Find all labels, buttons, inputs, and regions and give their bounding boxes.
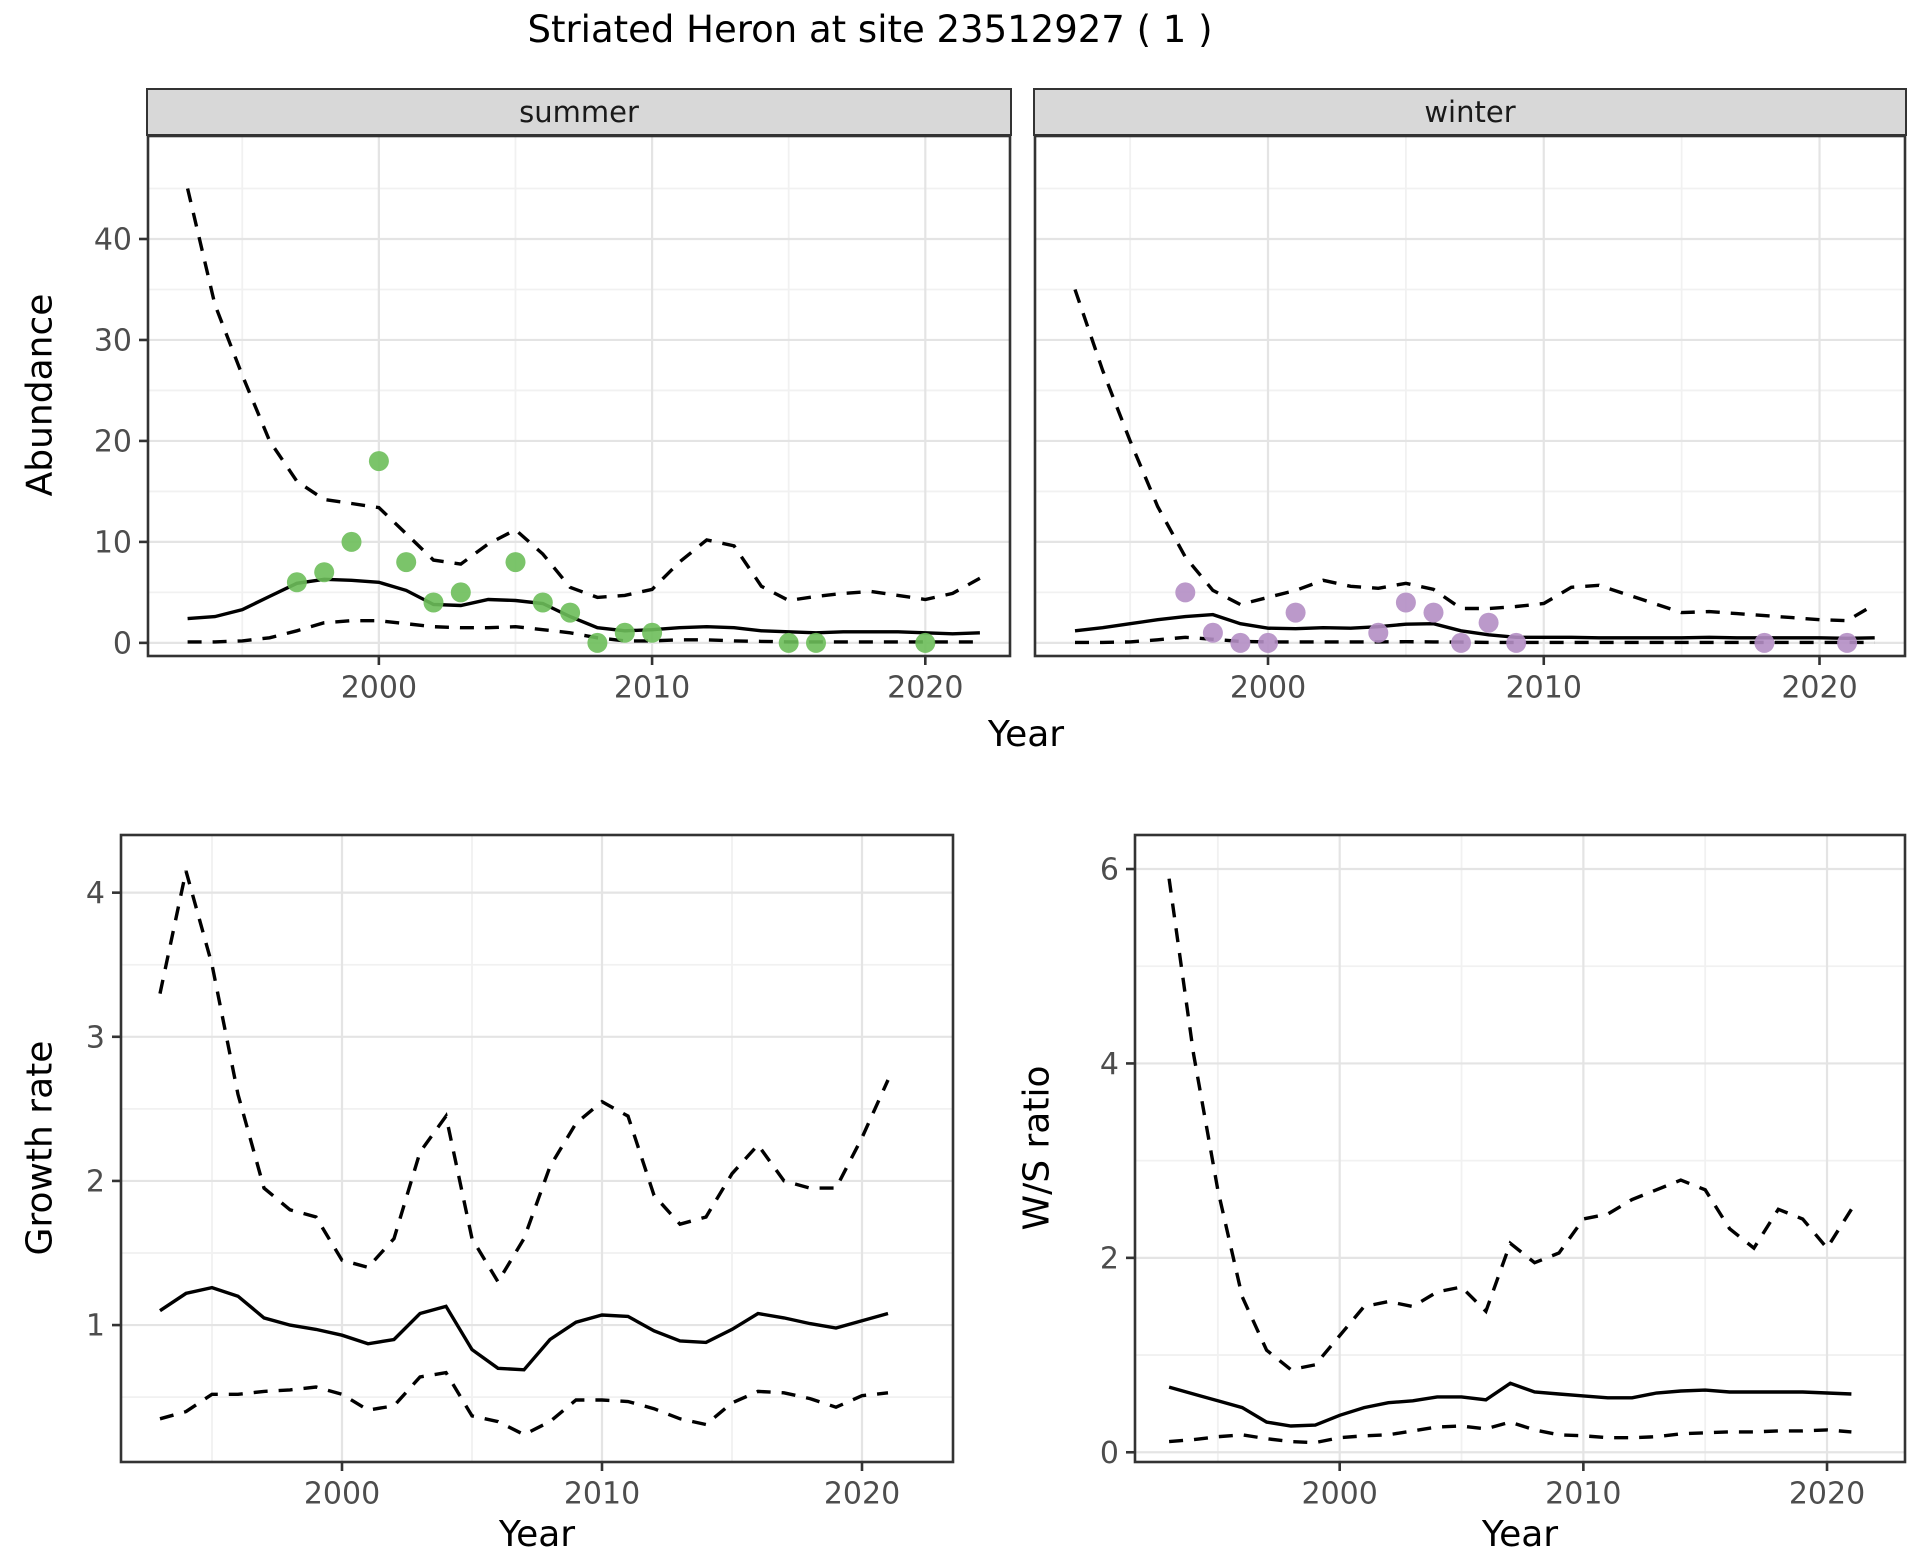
abundance-axis-title: Abundance bbox=[19, 293, 61, 497]
data-point bbox=[1258, 632, 1278, 653]
x-tick-label: 2020 bbox=[887, 671, 963, 706]
data-point bbox=[1754, 632, 1775, 653]
facet-strip-winter-label: winter bbox=[1424, 95, 1516, 129]
x-tick-label: 2010 bbox=[1545, 1477, 1621, 1512]
x-tick-label: 2020 bbox=[824, 1477, 900, 1512]
ws_ratio-median-line bbox=[1168, 1381, 1852, 1428]
abundance_winter-points bbox=[1175, 582, 1858, 653]
data-point bbox=[1506, 632, 1527, 653]
facet-strip-summer: summer bbox=[146, 88, 1012, 136]
growth_rate-upper_ci-line bbox=[158, 870, 890, 1286]
data-point bbox=[1423, 602, 1444, 623]
facet-strip-summer-label: summer bbox=[519, 95, 639, 129]
data-point bbox=[532, 592, 553, 613]
growth-rate-axis-title: Growth rate bbox=[19, 1040, 61, 1256]
y-tick-label: 3 bbox=[86, 1020, 105, 1055]
data-point bbox=[642, 622, 663, 643]
x-tick-label: 2000 bbox=[1230, 671, 1306, 706]
x-tick-label: 2000 bbox=[341, 671, 417, 706]
abundance_summer-panel: 2000 2010 2020 0 10 20 30 40 bbox=[94, 134, 1012, 706]
y-tick-label: 40 bbox=[94, 222, 132, 257]
data-point bbox=[368, 451, 389, 472]
data-point bbox=[1285, 602, 1306, 623]
data-point bbox=[1368, 622, 1389, 643]
x-tick-label: 2000 bbox=[304, 1477, 380, 1512]
y-tick-label: 20 bbox=[94, 424, 132, 459]
abundance_winter-panel: 2000 2010 2020 bbox=[1033, 134, 1907, 706]
ws_ratio-upper_ci-line bbox=[1167, 878, 1853, 1372]
data-point bbox=[1395, 592, 1416, 613]
data-point bbox=[587, 632, 608, 653]
year-axis-title-growth: Year bbox=[498, 1514, 576, 1555]
data-point bbox=[450, 582, 471, 603]
page-title: Striated Heron at site 23512927 ( 1 ) bbox=[527, 8, 1213, 51]
year-axis-title-ws: Year bbox=[1481, 1514, 1559, 1555]
data-point bbox=[1837, 632, 1858, 653]
x-tick-label: 2020 bbox=[1781, 671, 1857, 706]
facet-strip-winter: winter bbox=[1033, 88, 1907, 136]
data-point bbox=[396, 552, 417, 573]
ws-ratio-axis-title: W/S ratio bbox=[1016, 1065, 1058, 1231]
data-point bbox=[314, 562, 335, 583]
x-tick-label: 2010 bbox=[564, 1477, 640, 1512]
data-point bbox=[614, 622, 635, 643]
data-point bbox=[1451, 632, 1471, 653]
abundance_summer-lower_ci-line bbox=[187, 619, 980, 644]
abundance_summer-upper_ci-line bbox=[185, 188, 981, 603]
year-axis-title-top: Year bbox=[987, 714, 1065, 755]
y-tick-label: 0 bbox=[113, 626, 132, 661]
abundance_winter-median-line bbox=[1074, 612, 1875, 641]
y-tick-label: 0 bbox=[1100, 1436, 1119, 1471]
growth_rate-lower_ci-line bbox=[159, 1370, 889, 1437]
x-tick-label: 2020 bbox=[1789, 1477, 1865, 1512]
y-tick-label: 10 bbox=[94, 525, 132, 560]
data-point bbox=[778, 632, 799, 653]
growth_rate-median-line bbox=[159, 1285, 889, 1372]
data-point bbox=[1230, 632, 1251, 653]
y-tick-label: 4 bbox=[1100, 1047, 1119, 1082]
y-tick-label: 4 bbox=[86, 876, 105, 911]
data-point bbox=[423, 592, 444, 613]
abundance_winter-upper_ci-line bbox=[1073, 288, 1876, 623]
y-tick-label: 6 bbox=[1100, 853, 1119, 888]
data-point bbox=[505, 552, 526, 573]
data-point bbox=[341, 531, 362, 552]
ws_ratio-panel: 2000 2010 2020 0 2 4 6 bbox=[1100, 833, 1907, 1512]
data-point bbox=[806, 632, 826, 653]
growth_rate-panel: 2000 2010 2020 1 2 3 4 bbox=[86, 833, 955, 1512]
data-point bbox=[1202, 622, 1223, 643]
data-point bbox=[560, 602, 581, 623]
data-point bbox=[286, 572, 307, 593]
y-tick-label: 2 bbox=[1100, 1241, 1119, 1276]
data-point bbox=[1478, 612, 1499, 633]
data-point bbox=[1175, 582, 1196, 603]
y-tick-label: 1 bbox=[86, 1309, 105, 1344]
abundance_summer-points bbox=[286, 451, 936, 653]
x-tick-label: 2010 bbox=[1506, 671, 1582, 706]
x-tick-label: 2000 bbox=[1302, 1477, 1378, 1512]
y-tick-label: 30 bbox=[94, 323, 132, 358]
y-tick-label: 2 bbox=[86, 1164, 105, 1199]
x-tick-label: 2010 bbox=[614, 671, 690, 706]
data-point bbox=[915, 632, 936, 653]
